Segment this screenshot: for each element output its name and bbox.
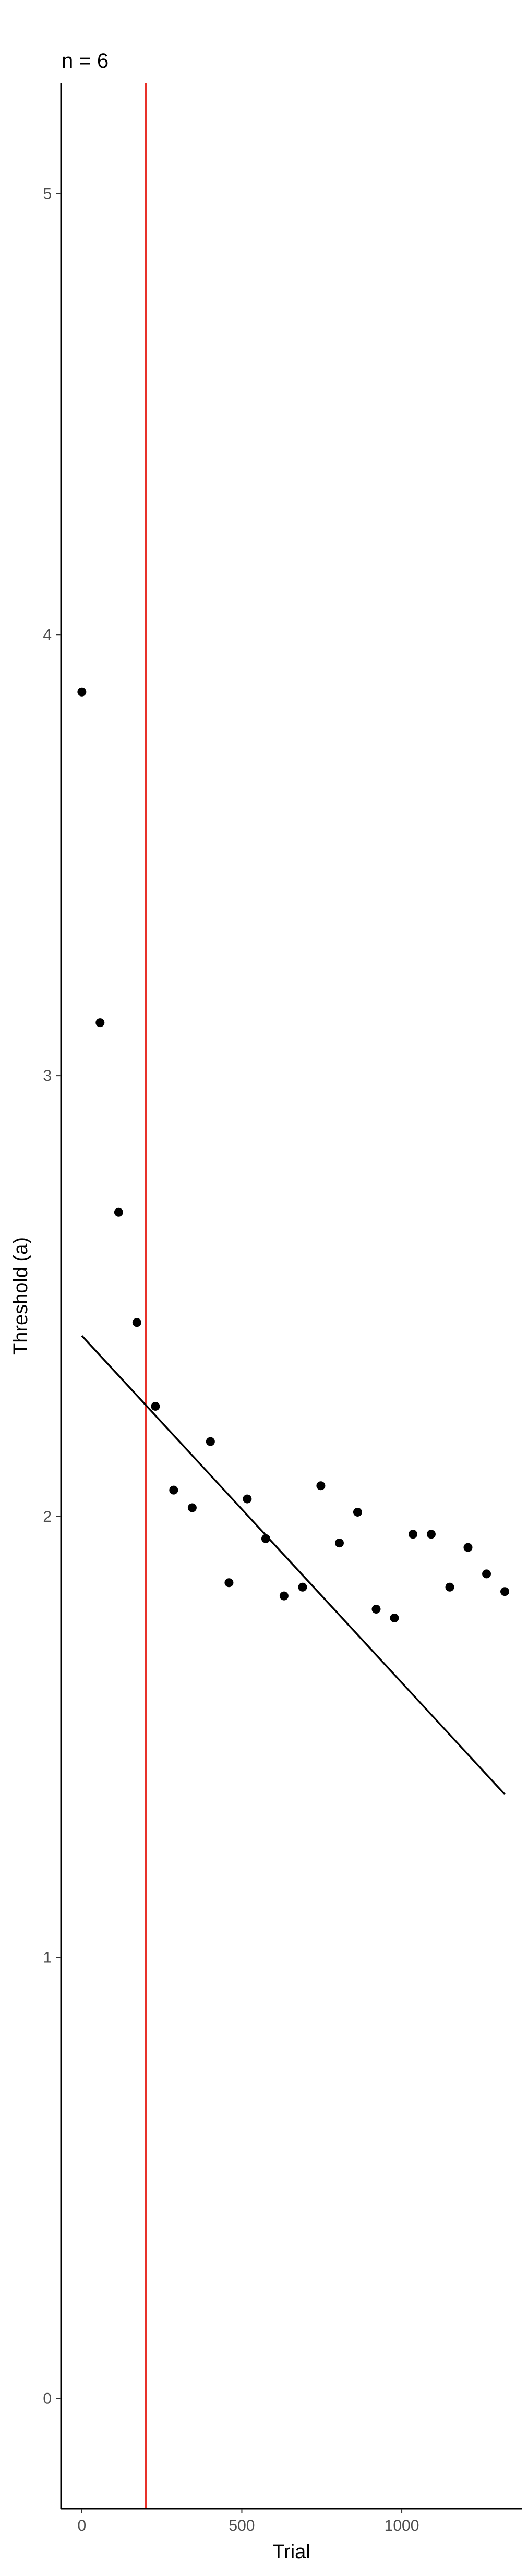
data-point [409,1530,418,1539]
data-point [334,1539,344,1548]
data-point [187,1503,197,1512]
data-point [206,1437,215,1446]
data-point [426,1530,436,1539]
y-tick-label: 5 [43,185,52,202]
data-point [243,1494,252,1504]
data-point [224,1578,234,1588]
x-axis-title: Trial [272,2541,310,2563]
data-point [169,1485,178,1495]
data-point [261,1534,270,1543]
data-point [482,1569,491,1579]
data-point [132,1318,141,1327]
data-point [316,1481,326,1491]
plot-area: 0 1 2 3 4 5 0 500 1000 [43,83,522,2534]
data-point [114,1207,123,1217]
y-tick-label: 3 [43,1067,52,1084]
y-tick-label: 4 [43,626,52,643]
trend-line [81,1335,506,1795]
data-point [95,1018,105,1028]
y-tick-label: 0 [43,2390,52,2408]
y-tick-label: 1 [43,1949,52,1967]
data-point [390,1613,399,1622]
data-point [298,1582,307,1592]
data-point [353,1507,362,1517]
data-point [371,1605,381,1614]
data-point [151,1401,160,1411]
data-point [445,1582,454,1592]
x-tick-label: 500 [229,2517,255,2534]
data-point [500,1587,510,1596]
x-tick-label: 1000 [385,2517,419,2534]
y-axis-title: Threshold (a) [10,1237,32,1355]
data-point [279,1591,289,1601]
data-point [77,687,87,697]
data-point [463,1543,473,1552]
y-tick-label: 2 [43,1508,52,1525]
x-tick-label: 0 [78,2517,87,2534]
chart-title: n = 6 [62,50,109,72]
